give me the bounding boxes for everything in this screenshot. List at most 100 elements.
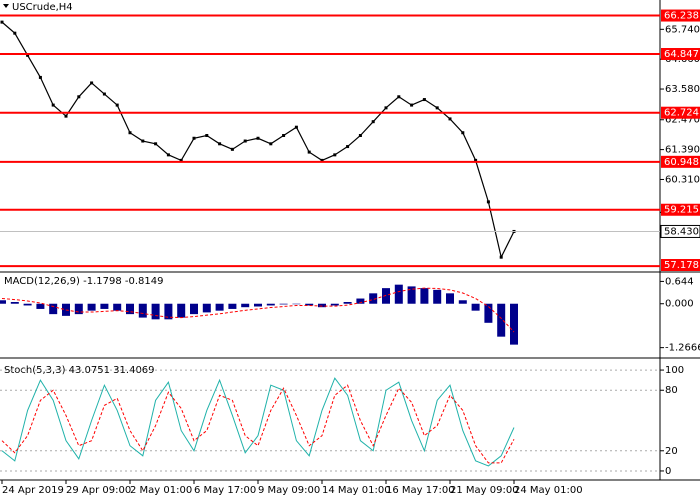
level-label-box — [661, 259, 700, 271]
macd-bar — [100, 303, 109, 309]
price-point — [51, 103, 55, 107]
price-point — [358, 134, 362, 137]
macd-bar — [343, 302, 352, 304]
macd-bar — [23, 303, 32, 306]
macd-bar — [202, 303, 211, 313]
price-point — [448, 117, 452, 121]
x-tick-label: 21 May 09:00 — [450, 485, 519, 496]
price-point — [128, 131, 132, 135]
indicator-line — [1, 287, 515, 333]
macd-bar — [10, 302, 19, 304]
macd-bar — [356, 298, 365, 304]
y-tick-label: 20 — [665, 446, 678, 457]
macd-title: MACD(12,26,9) -1.1798 -0.8149 — [4, 276, 164, 287]
y-tick-label: -1.2666 — [665, 343, 700, 354]
macd-bar — [407, 286, 416, 304]
price-point — [243, 139, 247, 143]
price-point — [282, 134, 286, 137]
level-label: 62.724 — [664, 108, 699, 119]
macd-bar — [190, 303, 198, 315]
macd-bar — [254, 303, 262, 307]
y-tick-label: 60.310 — [665, 174, 700, 185]
level-label-box — [661, 203, 700, 216]
y-tick-label: 0 — [665, 466, 671, 477]
macd-bar — [87, 303, 96, 311]
menu-arrow — [3, 4, 9, 8]
macd-bar — [318, 303, 326, 308]
price-point — [90, 81, 94, 85]
level-label: 59.215 — [664, 205, 699, 216]
price-point — [435, 106, 439, 110]
macd-bar — [164, 303, 173, 320]
price-point — [371, 120, 375, 124]
x-tick-label: 2 May 01:00 — [130, 485, 192, 496]
level-label: 64.847 — [664, 49, 699, 60]
price-point — [384, 106, 388, 110]
y-tick-label: 65.740 — [665, 24, 700, 35]
price-point — [26, 53, 30, 57]
price-point — [410, 103, 414, 107]
macd-bar — [49, 303, 58, 315]
price-point — [166, 153, 170, 157]
price-point — [256, 136, 260, 140]
price-point — [307, 150, 311, 154]
level-label-box — [661, 48, 700, 61]
price-point — [422, 98, 426, 102]
price-point — [115, 103, 119, 107]
price-point — [38, 75, 42, 79]
macd-bar — [305, 303, 314, 306]
level-label-box — [661, 9, 700, 22]
x-tick-label: 24 Apr 2019 — [2, 485, 64, 496]
price-point — [13, 31, 17, 35]
y-tick-label: 0.000 — [665, 299, 694, 310]
price-point — [486, 200, 490, 204]
y-tick-label: 80 — [665, 385, 678, 396]
price-point — [218, 142, 222, 146]
macd-bar — [292, 303, 301, 305]
y-tick-label: 61.390 — [665, 145, 700, 156]
macd-bar — [484, 303, 493, 323]
indicator-line — [1, 377, 515, 467]
price-point — [499, 255, 503, 259]
x-tick-label: 29 Apr 09:00 — [66, 485, 131, 496]
macd-bar — [215, 303, 224, 311]
price-point — [64, 114, 68, 118]
macd-bar — [113, 303, 122, 311]
y-tick-label: 0.644 — [665, 276, 694, 287]
price-point — [102, 92, 106, 96]
macd-bar — [228, 303, 237, 309]
y-tick-label: 63.580 — [665, 84, 700, 95]
price-point — [474, 158, 478, 162]
y-tick-label: 100 — [665, 365, 684, 376]
stoch-title: Stoch(5,3,3) 43.0751 31.4069 — [4, 365, 155, 376]
price-point — [141, 139, 145, 143]
x-tick-label: 24 May 01:00 — [514, 485, 583, 496]
level-label: 66.238 — [664, 11, 699, 22]
macd-bar — [151, 303, 160, 320]
current-price-label: 58.430 — [664, 226, 699, 237]
price-point — [333, 153, 337, 157]
price-point — [294, 125, 298, 129]
macd-bar — [138, 303, 147, 318]
macd-bar — [330, 303, 339, 306]
price-point — [397, 95, 401, 99]
macd-bar — [369, 293, 378, 304]
macd-bar — [74, 303, 83, 315]
price-point — [346, 145, 350, 149]
level-label-box — [661, 106, 700, 119]
price-point — [179, 158, 183, 162]
current-price-box — [660, 224, 700, 238]
price-point — [461, 131, 465, 135]
level-label: 57.178 — [664, 260, 699, 271]
price-point — [205, 134, 209, 137]
x-tick-label: 16 May 17:00 — [386, 485, 455, 496]
price-point — [192, 136, 196, 140]
macd-bar — [126, 303, 134, 315]
price-point — [269, 142, 273, 146]
price-point — [0, 20, 4, 24]
x-tick-label: 6 May 17:00 — [194, 485, 256, 496]
price-point — [154, 142, 158, 146]
macd-bar — [420, 288, 429, 304]
